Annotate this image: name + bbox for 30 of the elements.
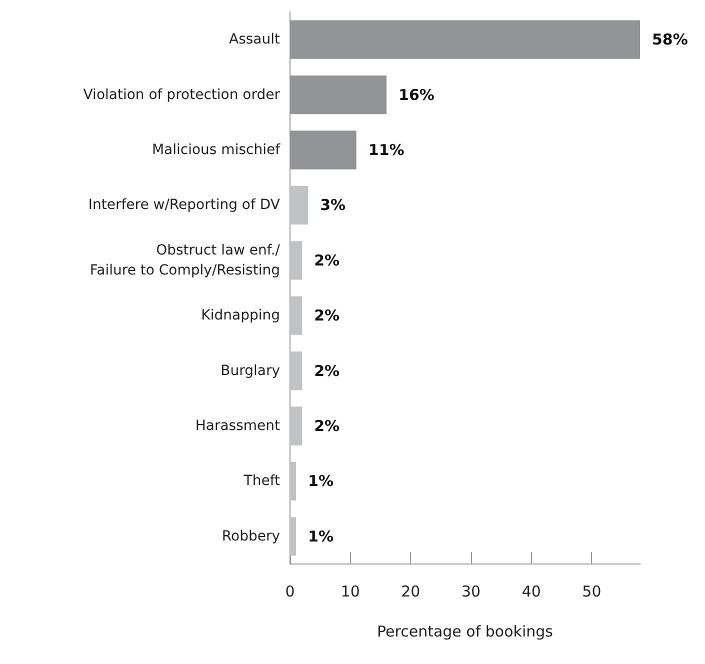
x-tick-label: 20 <box>401 582 420 600</box>
y-tick-label: Robbery <box>222 528 280 544</box>
y-tick-label: Obstruct law enf./ Failure to Comply/Resisting <box>90 242 280 278</box>
data-label: 11% <box>368 141 404 159</box>
y-tick-label: Assault <box>229 32 281 48</box>
data-label: 2% <box>314 362 340 380</box>
bar <box>290 130 356 170</box>
data-label: 16% <box>398 86 434 104</box>
y-tick-label: Malicious mischief <box>152 142 282 158</box>
x-axis-title: Percentage of bookings <box>377 622 554 640</box>
data-label: 2% <box>314 417 340 435</box>
data-label: 1% <box>308 472 334 490</box>
x-tick-label: 40 <box>522 582 541 600</box>
y-tick-label: Kidnapping <box>201 308 280 324</box>
data-label: 58% <box>652 30 688 49</box>
y-tick-label: Theft <box>242 473 280 490</box>
y-tick-label: Harassment <box>195 418 280 434</box>
x-tick-label: 0 <box>285 582 295 600</box>
x-tick-label: 10 <box>340 582 360 600</box>
x-tick-label: 50 <box>582 582 602 600</box>
data-label: 2% <box>314 251 340 270</box>
data-label: 2% <box>314 306 340 325</box>
y-tick-label: Burglary <box>220 362 280 379</box>
bar <box>290 75 387 114</box>
data-label: 1% <box>308 527 334 546</box>
y-tick-label: Violation of protection order <box>83 86 280 103</box>
y-tick-label: Interfere w/Reporting of DV <box>88 197 280 214</box>
bar <box>290 20 640 59</box>
data-label: 3% <box>320 196 346 214</box>
x-tick-label: 30 <box>461 582 481 600</box>
